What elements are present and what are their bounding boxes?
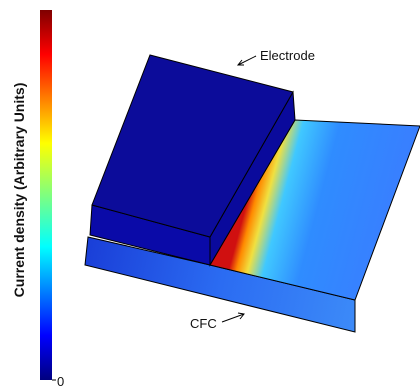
figure: 0 Current density (Arbitrary Units) Elec… (0, 0, 420, 387)
colorbar-tick-label: 0 (57, 374, 64, 387)
colorbar (40, 10, 52, 380)
colorbar-label: Current density (Arbitrary Units) (11, 83, 27, 298)
annotation: Electrode (260, 48, 315, 63)
page: 0 Current density (Arbitrary Units) Elec… (0, 0, 420, 387)
annotation-arrow (238, 56, 256, 65)
annotation: CFC (190, 316, 217, 331)
